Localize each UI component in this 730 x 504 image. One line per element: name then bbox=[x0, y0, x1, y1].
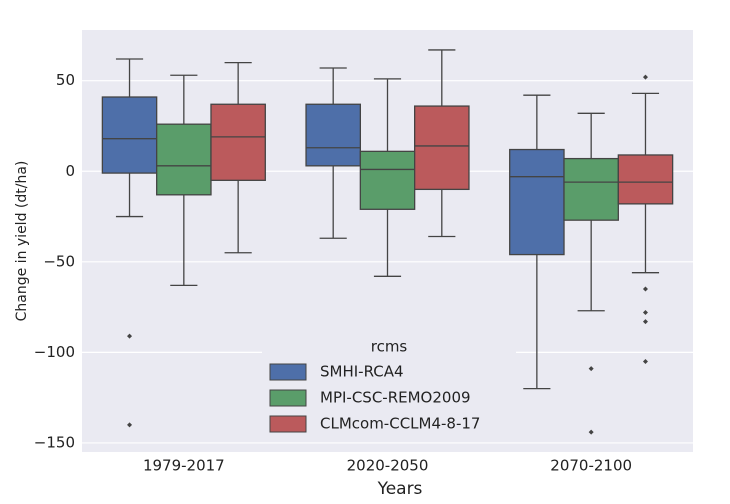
legend: rcms SMHI-RCA4 MPI-CSC-REMO2009 CLMcom-CCL… bbox=[262, 334, 516, 441]
y-axis-label: Change in yield (dt/ha) bbox=[14, 161, 30, 322]
legend-swatch bbox=[269, 389, 307, 407]
y-tick-label: 0 bbox=[65, 162, 75, 180]
outlier bbox=[642, 319, 648, 325]
box bbox=[101, 96, 158, 174]
box bbox=[617, 154, 674, 205]
marks bbox=[101, 49, 674, 435]
box bbox=[210, 103, 266, 181]
box bbox=[509, 148, 565, 256]
x-tick-label: 1979-2017 bbox=[143, 457, 225, 475]
box bbox=[414, 105, 470, 191]
outlier bbox=[588, 429, 594, 435]
y-tick-label: −150 bbox=[34, 433, 75, 451]
y-tick-label: −100 bbox=[34, 343, 75, 361]
legend-swatch bbox=[269, 415, 307, 433]
outlier bbox=[642, 74, 648, 80]
outlier bbox=[588, 366, 594, 372]
legend-label: MPI-CSC-REMO2009 bbox=[320, 389, 471, 407]
x-tick-label: 2020-2050 bbox=[347, 457, 429, 475]
box bbox=[359, 150, 416, 210]
outlier bbox=[127, 422, 133, 428]
y-tick-label: 50 bbox=[56, 71, 75, 89]
y-tick-label: −50 bbox=[43, 252, 75, 270]
outlier bbox=[642, 310, 648, 316]
box bbox=[563, 157, 619, 221]
outlier bbox=[127, 333, 133, 339]
outlier bbox=[642, 358, 648, 364]
box bbox=[156, 123, 212, 196]
legend-label: CLMcom-CCLM4-8-17 bbox=[320, 415, 480, 433]
legend-label: SMHI-RCA4 bbox=[320, 363, 404, 381]
legend-swatch bbox=[269, 363, 307, 381]
x-axis-label: Years bbox=[377, 479, 423, 499]
legend-title: rcms bbox=[371, 338, 408, 356]
legend-box bbox=[262, 334, 516, 441]
box bbox=[305, 103, 361, 167]
x-tick-label: 2070-2100 bbox=[550, 457, 632, 475]
outlier bbox=[642, 286, 648, 292]
